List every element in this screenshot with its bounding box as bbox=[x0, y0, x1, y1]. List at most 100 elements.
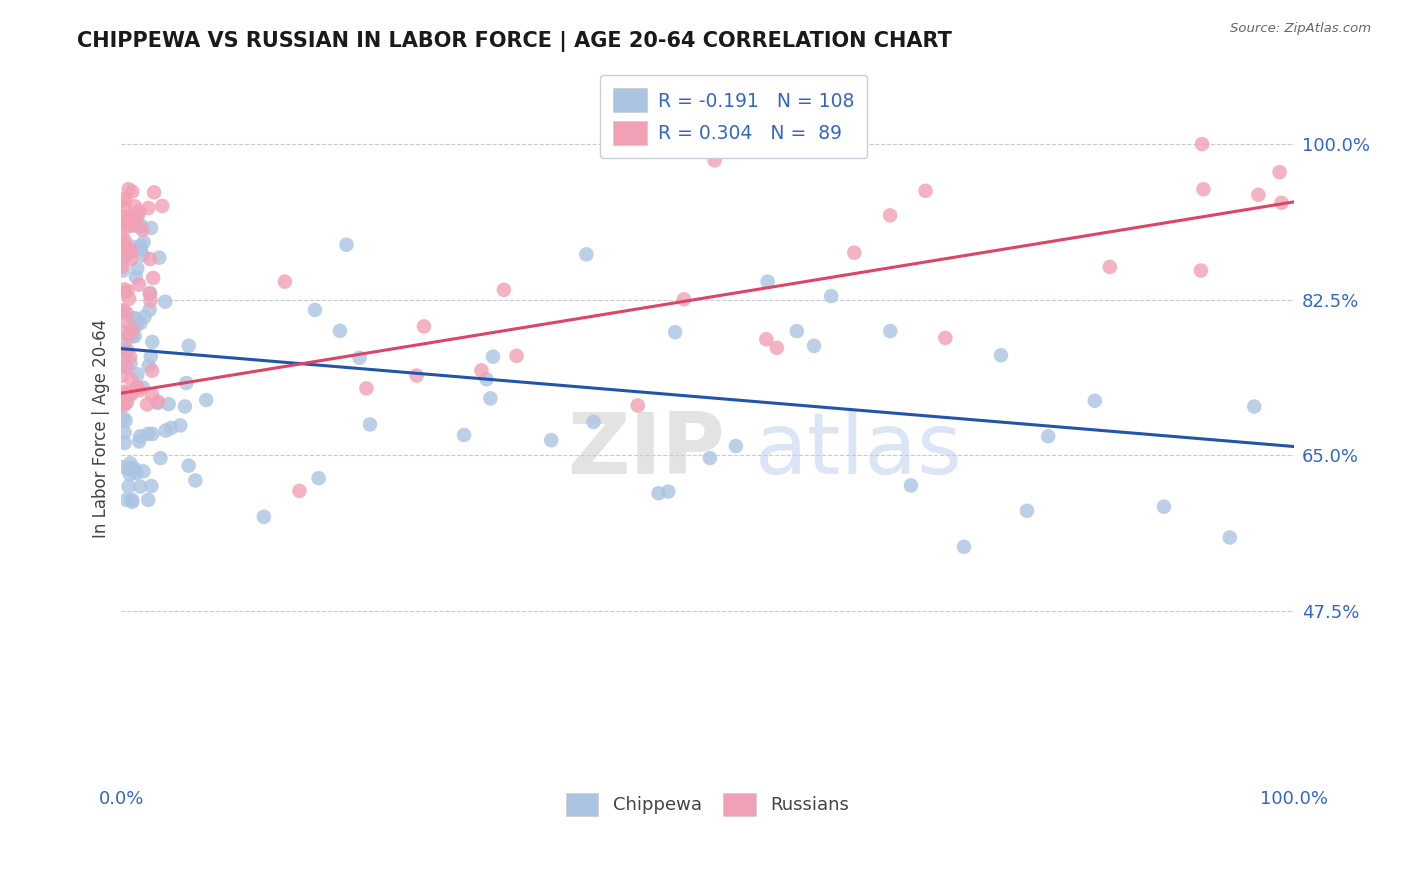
Point bbox=[121, 492, 143, 507]
Point bbox=[111, 343, 134, 358]
Point bbox=[115, 247, 138, 261]
Point bbox=[169, 418, 191, 433]
Point bbox=[160, 421, 183, 435]
Point bbox=[803, 339, 825, 353]
Point bbox=[117, 284, 139, 298]
Point bbox=[139, 221, 162, 235]
Point bbox=[114, 192, 136, 206]
Point bbox=[127, 208, 149, 222]
Point bbox=[131, 223, 153, 237]
Point bbox=[359, 417, 381, 432]
Point bbox=[148, 251, 170, 265]
Point bbox=[111, 194, 134, 208]
Point bbox=[120, 387, 142, 401]
Point bbox=[329, 324, 352, 338]
Point bbox=[157, 397, 180, 411]
Point bbox=[879, 324, 901, 338]
Point bbox=[111, 260, 134, 274]
Point bbox=[138, 302, 160, 317]
Point bbox=[139, 350, 162, 364]
Point bbox=[121, 185, 143, 199]
Y-axis label: In Labor Force | Age 20-64: In Labor Force | Age 20-64 bbox=[93, 319, 110, 538]
Point bbox=[124, 311, 146, 326]
Point bbox=[141, 426, 163, 441]
Point bbox=[121, 495, 143, 509]
Point bbox=[195, 392, 218, 407]
Point bbox=[953, 540, 976, 554]
Point bbox=[132, 248, 155, 262]
Point bbox=[120, 372, 142, 386]
Point bbox=[141, 364, 163, 378]
Point bbox=[274, 275, 297, 289]
Point bbox=[174, 400, 197, 414]
Point bbox=[879, 208, 901, 222]
Point bbox=[1084, 393, 1107, 408]
Point bbox=[146, 394, 169, 409]
Point bbox=[111, 215, 134, 229]
Point bbox=[146, 396, 169, 410]
Point bbox=[127, 261, 149, 276]
Point bbox=[114, 386, 136, 401]
Point bbox=[128, 434, 150, 449]
Point bbox=[990, 348, 1012, 362]
Point bbox=[139, 293, 162, 308]
Point bbox=[1192, 182, 1215, 196]
Point bbox=[786, 324, 808, 338]
Point bbox=[112, 210, 135, 224]
Point bbox=[121, 329, 143, 343]
Point bbox=[125, 380, 148, 394]
Point bbox=[117, 219, 139, 234]
Point bbox=[149, 451, 172, 466]
Point bbox=[115, 306, 138, 320]
Text: Source: ZipAtlas.com: Source: ZipAtlas.com bbox=[1230, 22, 1371, 36]
Point bbox=[114, 413, 136, 427]
Point bbox=[120, 356, 142, 370]
Point bbox=[117, 328, 139, 343]
Point bbox=[121, 215, 143, 229]
Text: atlas: atlas bbox=[755, 409, 962, 491]
Point bbox=[124, 462, 146, 476]
Text: ZIP: ZIP bbox=[567, 409, 724, 491]
Point bbox=[115, 326, 138, 340]
Point bbox=[129, 429, 152, 443]
Point bbox=[117, 182, 139, 196]
Point bbox=[453, 428, 475, 442]
Point bbox=[139, 285, 162, 300]
Point bbox=[253, 509, 276, 524]
Point bbox=[127, 368, 149, 382]
Point bbox=[128, 204, 150, 219]
Point bbox=[124, 211, 146, 226]
Point bbox=[136, 397, 159, 411]
Point bbox=[125, 318, 148, 333]
Point bbox=[114, 216, 136, 230]
Point bbox=[111, 303, 134, 318]
Point bbox=[136, 201, 159, 215]
Point bbox=[139, 286, 162, 301]
Point bbox=[125, 269, 148, 284]
Point bbox=[1038, 429, 1060, 443]
Point bbox=[820, 289, 842, 303]
Point bbox=[132, 235, 155, 250]
Point bbox=[141, 479, 163, 493]
Point bbox=[914, 184, 936, 198]
Point bbox=[112, 336, 135, 351]
Point bbox=[1098, 260, 1121, 274]
Point bbox=[129, 242, 152, 256]
Point bbox=[1268, 165, 1291, 179]
Point bbox=[114, 436, 136, 450]
Point bbox=[766, 341, 789, 355]
Point bbox=[132, 380, 155, 394]
Point bbox=[114, 249, 136, 263]
Point bbox=[304, 302, 326, 317]
Point bbox=[672, 293, 695, 307]
Point bbox=[627, 399, 650, 413]
Point bbox=[129, 239, 152, 253]
Point bbox=[1153, 500, 1175, 514]
Point bbox=[405, 368, 427, 383]
Point bbox=[122, 311, 145, 326]
Point bbox=[111, 234, 134, 248]
Point bbox=[184, 474, 207, 488]
Point bbox=[138, 359, 160, 373]
Point bbox=[177, 458, 200, 473]
Point bbox=[118, 467, 141, 482]
